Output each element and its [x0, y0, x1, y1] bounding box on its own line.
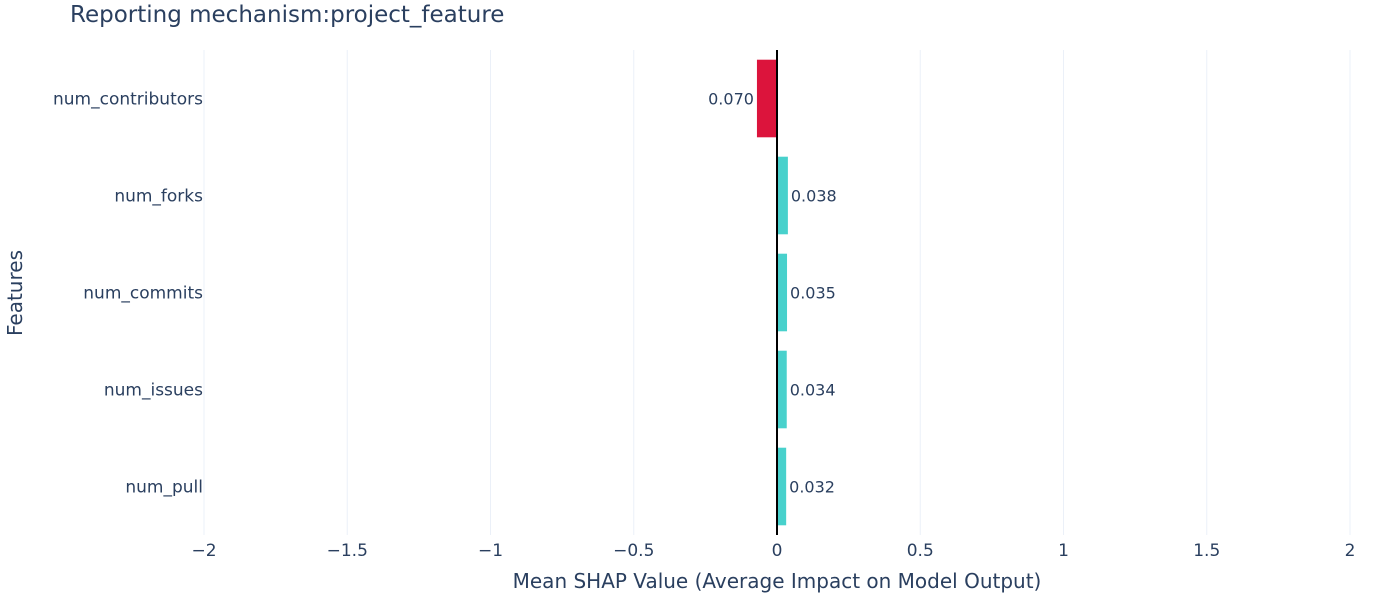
- x-tick-label: 0: [772, 541, 783, 561]
- x-tick-label: −0.5: [613, 541, 654, 561]
- x-tick-label: 0.5: [907, 541, 934, 561]
- bar-value-label: 0.035: [790, 284, 836, 303]
- x-tick-label: 1: [1058, 541, 1069, 561]
- y-tick-label: num_contributors: [53, 90, 203, 110]
- gridlines: [203, 50, 1351, 535]
- bar-value-label: 0.032: [789, 478, 835, 497]
- x-tick-label: 2: [1345, 541, 1356, 561]
- bar: [777, 253, 788, 332]
- y-axis-title: Features: [3, 250, 27, 336]
- x-tick-label: −1.5: [327, 541, 368, 561]
- bars: [756, 59, 788, 526]
- y-tick-label: num_forks: [114, 187, 203, 207]
- bar: [777, 350, 787, 429]
- bar: [777, 156, 788, 235]
- y-tick-label: num_commits: [83, 284, 203, 304]
- x-tick-label: −2: [191, 541, 216, 561]
- chart-title: Reporting mechanism:project_feature: [70, 2, 505, 28]
- y-axis-tick-labels: num_contributors num_forks num_commits num_…: [53, 90, 203, 498]
- x-axis-title: Mean SHAP Value (Average Impact on Model…: [513, 569, 1042, 593]
- bar-value-label: 0.070: [708, 90, 754, 109]
- y-tick-label: num_pull: [125, 478, 203, 498]
- y-tick-label: num_issues: [104, 381, 203, 401]
- x-axis-tick-labels: −2 −1.5 −1 −0.5 0 0.5 1 1.5 2: [191, 541, 1355, 561]
- bar: [756, 59, 777, 138]
- bar: [777, 447, 787, 526]
- x-tick-label: −1: [478, 541, 503, 561]
- bar-value-label: 0.034: [790, 381, 836, 400]
- bar-value-labels: 0.070 0.038 0.035 0.034 0.032: [708, 90, 837, 497]
- x-tick-label: 1.5: [1193, 541, 1220, 561]
- bar-value-label: 0.038: [791, 187, 837, 206]
